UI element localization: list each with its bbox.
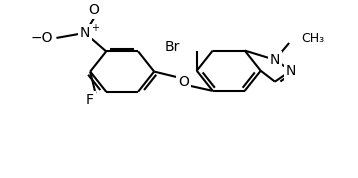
Text: N: N xyxy=(270,53,280,67)
Text: F: F xyxy=(86,93,93,107)
Text: O: O xyxy=(178,75,189,89)
Text: O: O xyxy=(88,3,99,17)
Text: N: N xyxy=(80,26,90,40)
Text: CH₃: CH₃ xyxy=(301,32,324,45)
Text: −O: −O xyxy=(30,31,53,45)
Text: +: + xyxy=(91,23,99,33)
Text: N: N xyxy=(286,64,296,78)
Text: Br: Br xyxy=(165,40,180,54)
